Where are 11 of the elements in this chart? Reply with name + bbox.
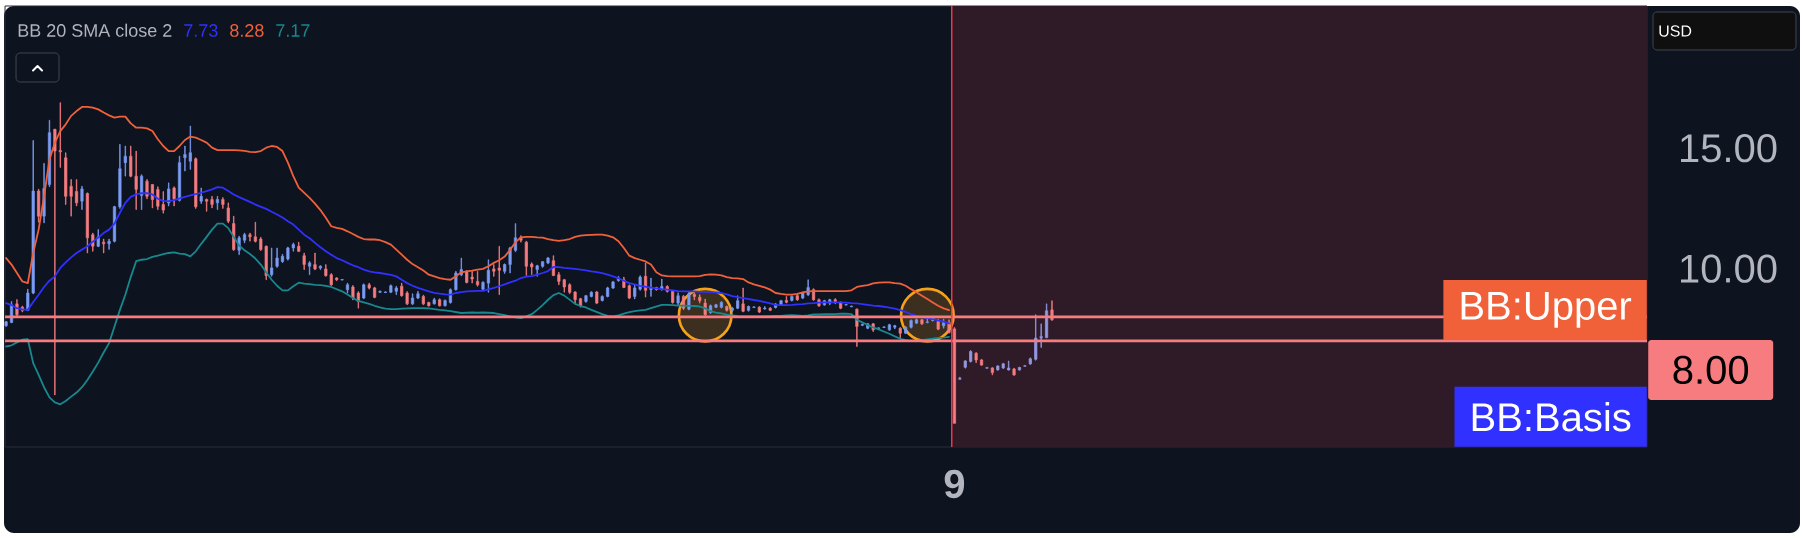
y-tick-label: 15.00	[1681, 134, 1777, 163]
text: BB:Basis	[1472, 402, 1631, 432]
annotation: 8.28	[230, 24, 264, 37]
ref-line-label: 8.00	[1673, 355, 1749, 385]
text: BB 20 SMA close 2	[18, 23, 172, 37]
x-tick-label: 9	[944, 469, 965, 499]
annotation: 7.73	[184, 24, 218, 37]
text: BB:Upper	[1461, 292, 1632, 328]
y-axis-title: USD	[1659, 25, 1692, 37]
annotation: 7.17	[276, 24, 310, 37]
y-tick-label: 10.00	[1681, 254, 1777, 283]
